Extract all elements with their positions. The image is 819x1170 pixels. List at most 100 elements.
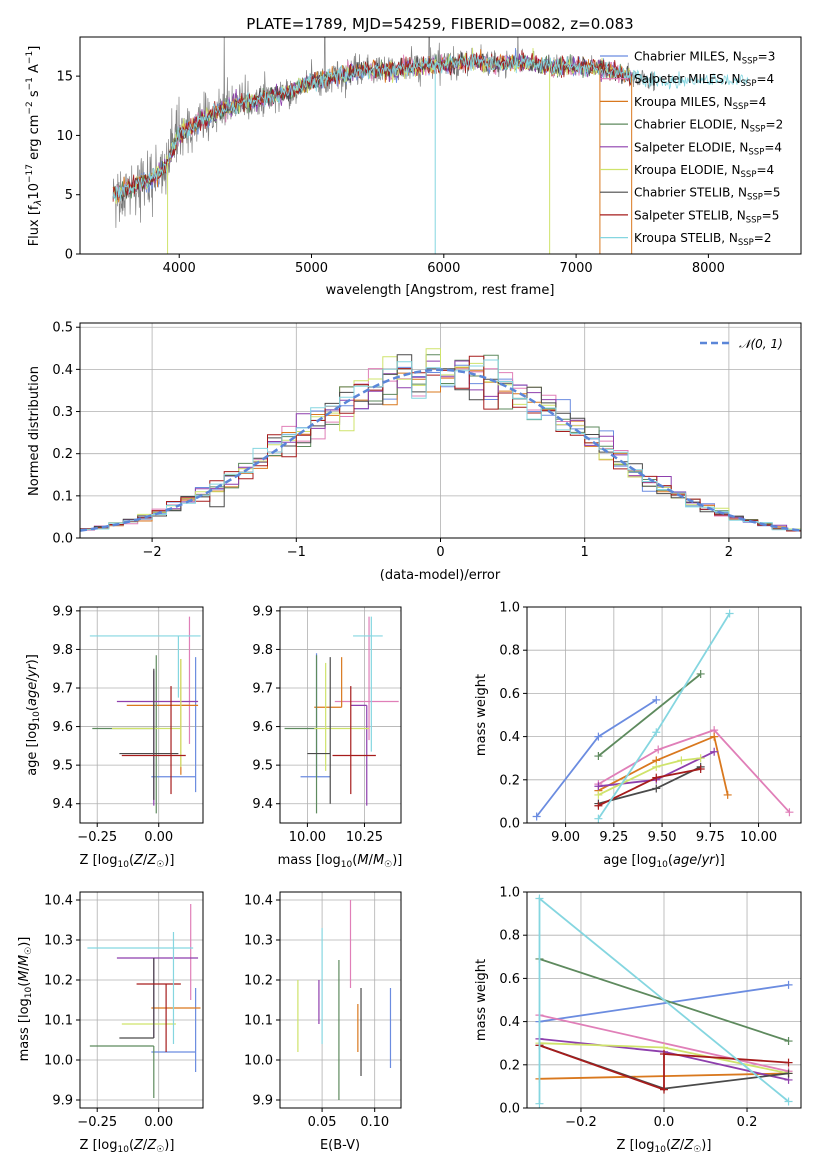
ytick-label: 9.4 <box>252 797 273 812</box>
ytick-label: 10.3 <box>44 934 73 949</box>
age-vs-Z-panel: −0.25 0.00 9.4 9.5 9.6 9.7 9.8 9.9 <box>52 604 204 845</box>
massweight-marker <box>784 1069 793 1078</box>
spectrum-xtick-label: 7000 <box>560 261 593 276</box>
spectrum-legend: Chabrier MILES, NSSP=3 Salpeter MILES, NS… <box>600 50 783 248</box>
ytick-label: 10.2 <box>244 974 273 989</box>
ytick-label: 0.8 <box>499 644 520 659</box>
xtick-label: 10.00 <box>289 830 326 845</box>
massweight-marker <box>785 808 794 817</box>
legend-label: Salpeter MILES, NSSP=4 <box>634 72 774 89</box>
spectrum-xtick-label: 5000 <box>295 261 328 276</box>
massweight-vs-Z-panel: −0.2 0.0 0.2 0.0 0.2 0.4 0.6 0.8 1.0 <box>499 886 802 1130</box>
ebv-xlabel: E(B-V) <box>320 1138 360 1153</box>
ytick-label: 0.0 <box>499 817 520 832</box>
xtick-label: 0.00 <box>144 830 173 845</box>
spectrum-ytick-label: 5 <box>65 188 73 203</box>
legend-label: Kroupa STELIB, NSSP=2 <box>634 231 772 248</box>
ageZ-ylabel: age [log10(age/yr)] <box>25 654 42 776</box>
massweight-marker <box>677 756 686 765</box>
ytick-label: 1.0 <box>499 601 520 616</box>
massweight-marker <box>696 765 705 773</box>
residual-xlabel: (data-model)/error <box>380 568 501 583</box>
xtick-label: 0.10 <box>360 1115 389 1130</box>
residual-legend: 𝒩(0, 1) <box>700 337 783 351</box>
xtick-label: 0.05 <box>308 1115 337 1130</box>
xtick-label: 9.75 <box>696 830 725 845</box>
massweight-marker <box>784 1097 793 1106</box>
legend-count: =4 <box>756 163 774 177</box>
legend-count: =2 <box>754 231 772 245</box>
ytick-label: 0.8 <box>499 929 520 944</box>
xtick-label: 0.2 <box>737 1115 758 1130</box>
ytick-label: 10.1 <box>244 1014 273 1029</box>
massweight-line <box>539 1014 789 1073</box>
ytick-label: 10.0 <box>244 1054 273 1069</box>
ytick-label: 0.4 <box>499 1015 520 1030</box>
mass-vs-ebv-panel: 0.05 0.10 9.9 10.0 10.1 10.2 10.3 10.4 <box>244 891 402 1130</box>
xtick-label: 9.50 <box>648 830 677 845</box>
residual-ytick-label: 0.0 <box>52 532 73 547</box>
legend-label: Chabrier ELODIE, NSSP=2 <box>634 118 783 135</box>
spectrum-ticks: 4000 5000 6000 7000 8000 0 5 10 15 <box>56 70 724 276</box>
ytick-label: 9.5 <box>252 759 273 774</box>
legend-label: Kroupa ELODIE, NSSP=4 <box>634 163 774 180</box>
residual-ylabel: Normed distribution <box>27 366 42 496</box>
ytick-label: 9.6 <box>52 720 73 735</box>
spectrum-panel: PLATE=1789, MJD=54259, FIBERID=0082, z=0… <box>25 15 802 298</box>
massweight-marker <box>535 1099 544 1108</box>
massweight-marker <box>710 747 719 756</box>
residual-xtick-label: −1 <box>287 545 306 560</box>
ageZ-xlabel: Z [log10(Z/Z☉)] <box>80 853 175 870</box>
massweight-line <box>597 729 791 813</box>
residual-xtick-label: −2 <box>143 545 162 560</box>
massweight-marker <box>594 752 603 761</box>
ytick-label: 0.2 <box>499 773 520 788</box>
massweight-marker <box>784 980 793 989</box>
spectrum-xtick-label: 8000 <box>692 261 725 276</box>
massweight-line <box>539 1044 789 1091</box>
massweight-marker <box>652 728 661 737</box>
legend-subscript: SSP <box>738 238 754 248</box>
axes-frame <box>279 606 402 824</box>
residual-gaussian-curve <box>79 368 802 532</box>
ytick-label: 9.9 <box>52 1094 73 1109</box>
legend-subscript: SSP <box>733 102 749 112</box>
mwZ-ylabel: mass weight <box>474 959 489 1041</box>
ytick-label: 10.3 <box>244 934 273 949</box>
massweight-marker <box>652 695 661 704</box>
ytick-label: 9.9 <box>252 1094 273 1109</box>
legend-subscript: SSP <box>741 79 757 89</box>
massweight-marker <box>652 762 661 771</box>
residual-ytick-label: 0.5 <box>52 321 73 336</box>
xtick-label: 9.25 <box>599 830 628 845</box>
spectrum-title: PLATE=1789, MJD=54259, FIBERID=0082, z=0… <box>246 15 633 33</box>
spectrum-axes-frame <box>79 36 802 255</box>
legend-count: =3 <box>758 50 776 64</box>
massweight-marker <box>652 784 661 793</box>
spectrum-xlabel: wavelength [Angstrom, rest frame] <box>326 283 555 298</box>
massweight-marker <box>532 812 541 821</box>
legend-count: =4 <box>749 95 767 109</box>
ytick-label: 0.2 <box>499 1058 520 1073</box>
massZ-xlabel: Z [log10(Z/Z☉)] <box>80 1138 175 1155</box>
massweight-line <box>539 984 789 1023</box>
ytick-label: 10.1 <box>44 1014 73 1029</box>
legend-label: Chabrier STELIB, NSSP=5 <box>634 186 781 203</box>
legend-label: Salpeter ELODIE, NSSP=4 <box>634 140 782 157</box>
legend-label: Chabrier MILES, NSSP=3 <box>634 50 775 67</box>
spectrum-ytick-label: 15 <box>56 70 73 85</box>
massweight-marker <box>723 790 732 799</box>
massweight-marker <box>725 609 734 618</box>
axes-frame <box>79 606 204 824</box>
massweight-marker <box>710 732 719 741</box>
xtick-label: 10.25 <box>346 830 383 845</box>
massweight-marker <box>784 1037 793 1046</box>
ytick-label: 9.6 <box>252 720 273 735</box>
ytick-label: 10.0 <box>44 1054 73 1069</box>
mwZ-xlabel: Z [log10(Z/Z☉)] <box>617 1138 712 1155</box>
ytick-label: 9.8 <box>52 643 73 658</box>
spectrum-ytick-label: 0 <box>65 248 73 263</box>
mwAge-xlabel: age [log10(age/yr)] <box>603 853 725 870</box>
ytick-label: 9.9 <box>52 604 73 619</box>
